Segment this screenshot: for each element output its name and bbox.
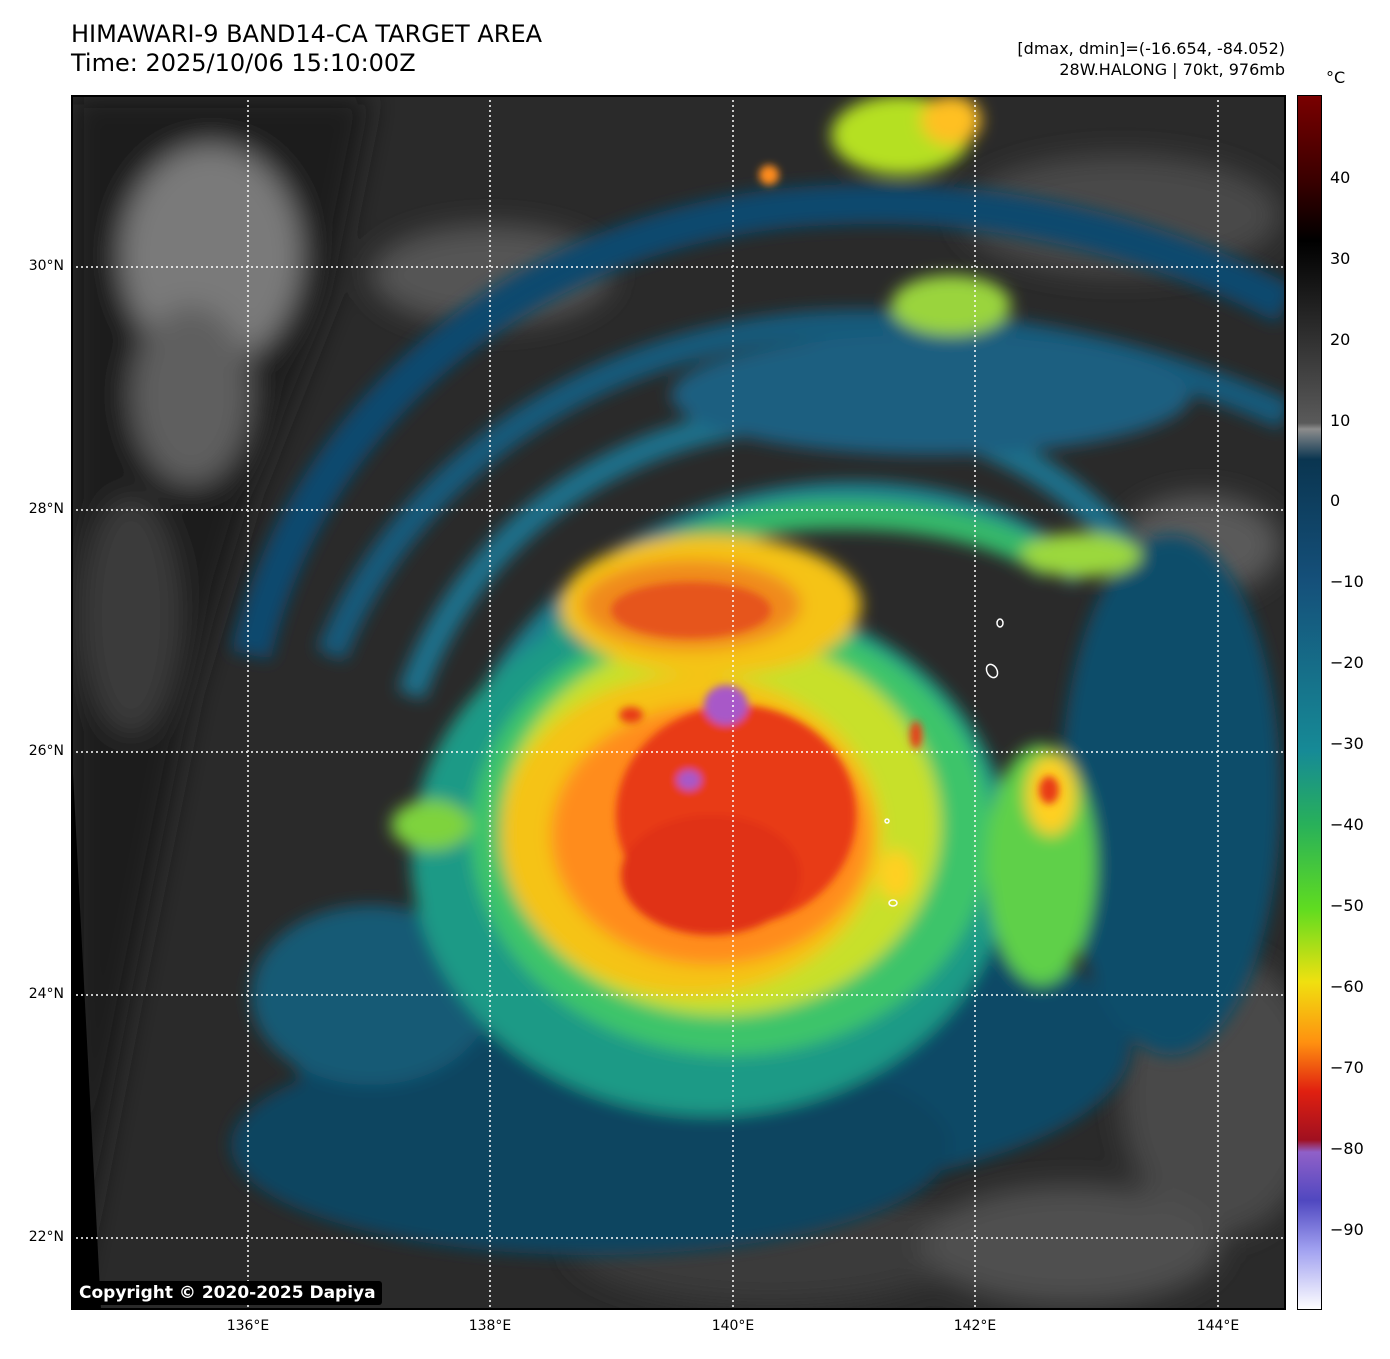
colorbar-tick-minus30: −30: [1330, 734, 1364, 753]
lon-label-138e: 138°E: [468, 1318, 512, 1334]
lon-label-142e: 142°E: [953, 1318, 997, 1334]
colorbar-tick-minus70: −70: [1330, 1058, 1364, 1077]
colorbar-tick-minus60: −60: [1330, 977, 1364, 996]
colorbar-tick-minus20: −20: [1330, 653, 1364, 672]
colorbar-tick-minus50: −50: [1330, 896, 1364, 915]
lat-label-26n: 26°N: [28, 743, 64, 759]
island-outlines: [884, 618, 1004, 907]
lat-label-22n: 22°N: [28, 1229, 64, 1245]
lat-label-28n: 28°N: [28, 501, 64, 517]
lat-label-24n: 24°N: [28, 986, 64, 1002]
figure-meta: [dmax, dmin]=(-16.654, -84.052) 28W.HALO…: [1017, 38, 1285, 80]
storm-core: [611, 165, 1059, 935]
lon-label-144e: 144°E: [1196, 1318, 1240, 1334]
colorbar-tick-30: 30: [1330, 249, 1351, 268]
title-line-2: Time: 2025/10/06 15:10:00Z: [71, 49, 416, 77]
colorbar-tick-40: 40: [1330, 168, 1351, 187]
colorbar-tick-minus40: −40: [1330, 815, 1364, 834]
colorbar-tick-0: 0: [1330, 491, 1341, 510]
lon-label-136e: 136°E: [226, 1318, 270, 1334]
colorbar-tick-minus90: −90: [1330, 1220, 1364, 1239]
map-frame: [71, 95, 1286, 1310]
copyright-badge: Copyright © 2020-2025 Dapiya: [73, 1281, 382, 1305]
colorbar: [1297, 95, 1322, 1310]
colorbar-tick-20: 20: [1330, 330, 1351, 349]
satellite-map: [71, 95, 1286, 1310]
colorbar-tick-minus10: −10: [1330, 572, 1364, 591]
figure-title: HIMAWARI-9 BAND14-CA TARGET AREA Time: 2…: [71, 20, 542, 78]
lon-label-140e: 140°E: [711, 1318, 755, 1334]
title-line-1: HIMAWARI-9 BAND14-CA TARGET AREA: [71, 20, 543, 48]
colorbar-tick-10: 10: [1330, 411, 1351, 430]
storm-text: 28W.HALONG | 70kt, 976mb: [1059, 60, 1285, 79]
colorbar-tick-minus80: −80: [1330, 1139, 1364, 1158]
range-text: [dmax, dmin]=(-16.654, -84.052): [1017, 39, 1285, 58]
lat-label-30n: 30°N: [28, 258, 64, 274]
colorbar-unit: °C: [1326, 68, 1346, 87]
